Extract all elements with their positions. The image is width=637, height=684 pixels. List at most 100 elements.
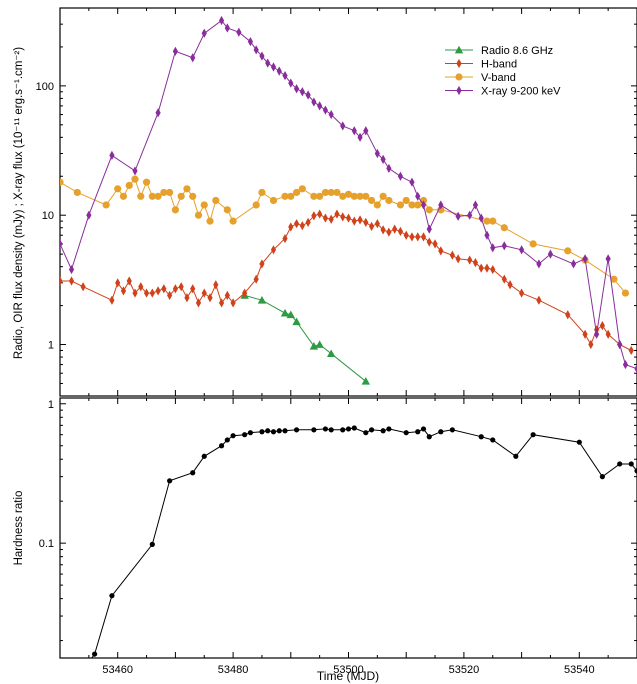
h-band-point	[386, 227, 392, 237]
hardness-point	[190, 470, 196, 476]
v-band-point	[316, 192, 324, 200]
h-band-point	[409, 232, 415, 242]
v-band-point	[73, 188, 81, 197]
x-ray-9-200-kev-point	[328, 109, 334, 120]
radio-8-6-ghz-line	[244, 294, 367, 382]
flux-series	[60, 15, 637, 385]
h-band-point	[484, 263, 490, 273]
h-band-point	[201, 288, 207, 298]
v-band-point	[362, 192, 370, 200]
flux-y-axis-label: Radio, OIR flux density (mJy) ; X-ray fl…	[13, 47, 25, 359]
hardness-point	[351, 425, 357, 431]
x-ray-9-200-kev-point	[317, 101, 323, 111]
x-ray-9-200-kev-point	[247, 36, 254, 47]
x-ray-9-200-kev-point	[190, 53, 196, 63]
v-band-point	[408, 201, 416, 209]
x-ray-9-200-kev-point	[570, 259, 577, 269]
h-band-point	[282, 233, 288, 244]
v-band-point	[373, 201, 381, 209]
x-tick-label: 53540	[564, 664, 595, 676]
h-band-point	[155, 286, 161, 296]
hardness-point	[617, 461, 623, 467]
x-tick-label: 53480	[218, 664, 249, 676]
hardness-point	[478, 434, 484, 440]
flux-y-ticks: 1 10 100	[36, 7, 637, 397]
v-band-point	[189, 192, 197, 200]
h-band-point	[380, 225, 386, 235]
x-ray-9-200-kev-point	[582, 254, 588, 264]
x-ray-9-200-kev-point	[617, 339, 623, 350]
v-band-point	[229, 217, 237, 225]
h-band-point	[599, 321, 605, 331]
h-band-point	[311, 211, 317, 221]
v-band-point	[385, 196, 393, 205]
v-band-point	[483, 217, 491, 225]
radio-8-6-ghz-point	[280, 308, 290, 317]
h-band-point	[224, 290, 230, 300]
v-band-point	[367, 196, 376, 205]
h-band-point	[351, 216, 357, 226]
hardness-point	[340, 427, 346, 433]
v-band-point	[298, 185, 306, 193]
h-band-point	[507, 280, 513, 290]
hardness-point	[270, 429, 277, 435]
v-band-point	[292, 188, 301, 197]
hardness-point	[345, 426, 352, 432]
h-band-point	[167, 290, 173, 300]
x-tick-label: 53460	[102, 664, 133, 676]
h-band-point	[178, 282, 184, 292]
h-band-point	[426, 237, 432, 247]
h-band-point	[149, 288, 155, 298]
hardness-point	[322, 426, 329, 432]
hardness-ticks: 0.1 1 53460 53480 53500 53520 53540	[39, 398, 637, 676]
h-band-point	[143, 288, 150, 298]
radio-8-6-ghz-point	[326, 349, 336, 358]
hardness-point	[242, 432, 248, 438]
x-ray-9-200-kev-point	[397, 171, 404, 181]
hardness-point	[420, 426, 427, 432]
x-ray-9-200-kev-point	[380, 154, 386, 165]
x-ray-9-200-kev-point	[426, 224, 432, 234]
x-ray-9-200-kev-point	[201, 28, 207, 38]
v-band-point	[621, 289, 630, 297]
h-band-point	[340, 212, 346, 222]
x-ray-9-200-kev-point	[340, 121, 346, 131]
v-band-point	[344, 190, 353, 198]
h-band-point	[432, 239, 438, 249]
v-band-point	[281, 192, 289, 200]
hardness-point	[403, 430, 409, 436]
hardness-point	[282, 428, 288, 434]
v-band-point	[60, 178, 64, 186]
h-band-point	[363, 217, 369, 227]
hardness-point	[218, 443, 225, 449]
x-ray-9-200-kev-point	[357, 132, 363, 142]
hardness-point	[293, 427, 300, 433]
v-band-point	[166, 188, 174, 197]
x-ray-9-200-kev-point	[155, 108, 161, 118]
h-band-point	[582, 329, 588, 339]
v-band-point	[350, 192, 358, 200]
y-tick-label: 100	[36, 81, 54, 93]
v-band-point	[564, 247, 572, 255]
radio-8-6-ghz-point	[315, 340, 324, 348]
x-ray-9-200-kev-point	[276, 66, 282, 76]
v-band-point	[200, 201, 208, 209]
x-ray-9-200-kev-point	[622, 359, 629, 370]
h-band-point	[628, 345, 634, 356]
legend-label-radio-8-6-ghz: Radio 8.6 GHz	[481, 45, 553, 57]
hardness-point	[426, 434, 432, 440]
hardness-point	[513, 453, 519, 459]
x-ray-9-200-kev-point	[259, 51, 265, 61]
v-band-point	[194, 211, 203, 219]
x-ray-9-200-kev-point	[374, 148, 380, 159]
x-ray-9-200-kev-point	[172, 46, 178, 56]
x-ray-9-200-kev-point	[351, 126, 357, 136]
x-ray-9-200-kev-point	[455, 211, 461, 221]
h-band-point	[253, 274, 259, 284]
h-band-point	[478, 263, 484, 273]
h-band-point	[415, 232, 421, 242]
x-ray-9-200-kev-point	[132, 166, 138, 176]
h-band-point	[565, 310, 571, 320]
x-tick-label: 53500	[333, 664, 364, 676]
